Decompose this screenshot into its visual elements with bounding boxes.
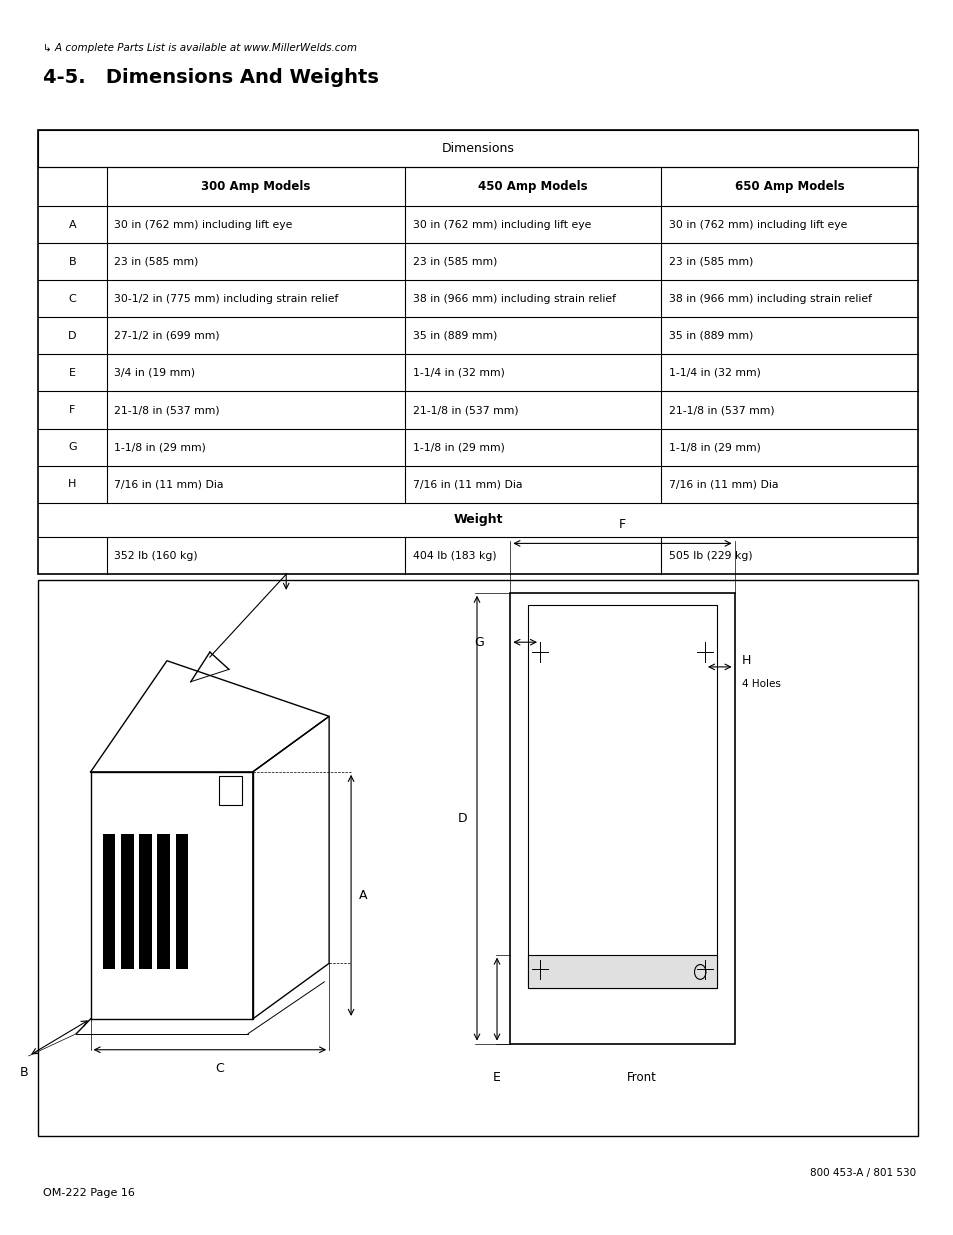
Bar [121, 834, 133, 969]
Text: 404 lb (183 kg): 404 lb (183 kg) [413, 551, 497, 561]
Text: Weight: Weight [453, 514, 502, 526]
Text: C: C [214, 1062, 224, 1076]
Bar [38, 130, 917, 574]
Text: H: H [741, 655, 751, 667]
Text: G: G [474, 636, 483, 648]
Text: 1-1/8 in (29 mm): 1-1/8 in (29 mm) [413, 442, 504, 452]
Text: 300 Amp Models: 300 Amp Models [201, 180, 311, 193]
Text: A: A [358, 889, 367, 902]
Text: 4-5.   Dimensions And Weights: 4-5. Dimensions And Weights [43, 68, 378, 86]
Text: 7/16 in (11 mm) Dia: 7/16 in (11 mm) Dia [114, 479, 224, 489]
Bar [527, 955, 717, 988]
Bar [139, 834, 152, 969]
Text: 30-1/2 in (775 mm) including strain relief: 30-1/2 in (775 mm) including strain reli… [114, 294, 338, 304]
Text: 21-1/8 in (537 mm): 21-1/8 in (537 mm) [668, 405, 774, 415]
Text: 23 in (585 mm): 23 in (585 mm) [668, 257, 752, 267]
Bar [219, 776, 242, 805]
Text: Dimensions: Dimensions [441, 142, 514, 154]
Bar [38, 130, 917, 167]
Text: ↳ A complete Parts List is available at www.MillerWelds.com: ↳ A complete Parts List is available at … [43, 43, 356, 53]
Text: 21-1/8 in (537 mm): 21-1/8 in (537 mm) [114, 405, 220, 415]
Text: F: F [70, 405, 75, 415]
Text: 30 in (762 mm) including lift eye: 30 in (762 mm) including lift eye [668, 220, 846, 230]
Text: 23 in (585 mm): 23 in (585 mm) [114, 257, 198, 267]
Text: OM-222 Page 16: OM-222 Page 16 [43, 1188, 134, 1198]
Bar [527, 605, 717, 988]
Text: F: F [618, 517, 625, 531]
Text: 800 453-A / 801 530: 800 453-A / 801 530 [809, 1168, 915, 1178]
Text: 35 in (889 mm): 35 in (889 mm) [668, 331, 752, 341]
Text: 30 in (762 mm) including lift eye: 30 in (762 mm) including lift eye [114, 220, 293, 230]
Text: Front: Front [626, 1071, 656, 1084]
Text: D: D [457, 811, 467, 825]
Text: 35 in (889 mm): 35 in (889 mm) [413, 331, 497, 341]
Text: 23 in (585 mm): 23 in (585 mm) [413, 257, 497, 267]
Text: G: G [68, 442, 77, 452]
Text: 505 lb (229 kg): 505 lb (229 kg) [668, 551, 752, 561]
Text: A: A [69, 220, 76, 230]
Text: 1-1/4 in (32 mm): 1-1/4 in (32 mm) [668, 368, 760, 378]
Text: 27-1/2 in (699 mm): 27-1/2 in (699 mm) [114, 331, 220, 341]
Text: 1-1/8 in (29 mm): 1-1/8 in (29 mm) [114, 442, 206, 452]
Bar [103, 834, 115, 969]
Text: 1-1/4 in (32 mm): 1-1/4 in (32 mm) [413, 368, 504, 378]
Bar [175, 834, 188, 969]
Text: 30 in (762 mm) including lift eye: 30 in (762 mm) including lift eye [413, 220, 591, 230]
Bar [510, 593, 734, 1044]
Text: C: C [69, 294, 76, 304]
Text: 1-1/8 in (29 mm): 1-1/8 in (29 mm) [668, 442, 760, 452]
Bar [38, 580, 917, 1136]
Text: 4 Holes: 4 Holes [741, 679, 781, 689]
Text: E: E [69, 368, 76, 378]
Text: 7/16 in (11 mm) Dia: 7/16 in (11 mm) Dia [413, 479, 522, 489]
Text: B: B [69, 257, 76, 267]
Text: 450 Amp Models: 450 Amp Models [478, 180, 587, 193]
Text: B: B [19, 1066, 29, 1079]
Text: 7/16 in (11 mm) Dia: 7/16 in (11 mm) Dia [668, 479, 778, 489]
Text: 3/4 in (19 mm): 3/4 in (19 mm) [114, 368, 195, 378]
Text: 21-1/8 in (537 mm): 21-1/8 in (537 mm) [413, 405, 518, 415]
Text: 38 in (966 mm) including strain relief: 38 in (966 mm) including strain relief [668, 294, 871, 304]
Bar [157, 834, 170, 969]
Text: E: E [493, 1071, 500, 1084]
Text: 352 lb (160 kg): 352 lb (160 kg) [114, 551, 198, 561]
Text: 38 in (966 mm) including strain relief: 38 in (966 mm) including strain relief [413, 294, 616, 304]
Text: 650 Amp Models: 650 Amp Models [734, 180, 843, 193]
Text: H: H [69, 479, 76, 489]
Text: D: D [69, 331, 76, 341]
